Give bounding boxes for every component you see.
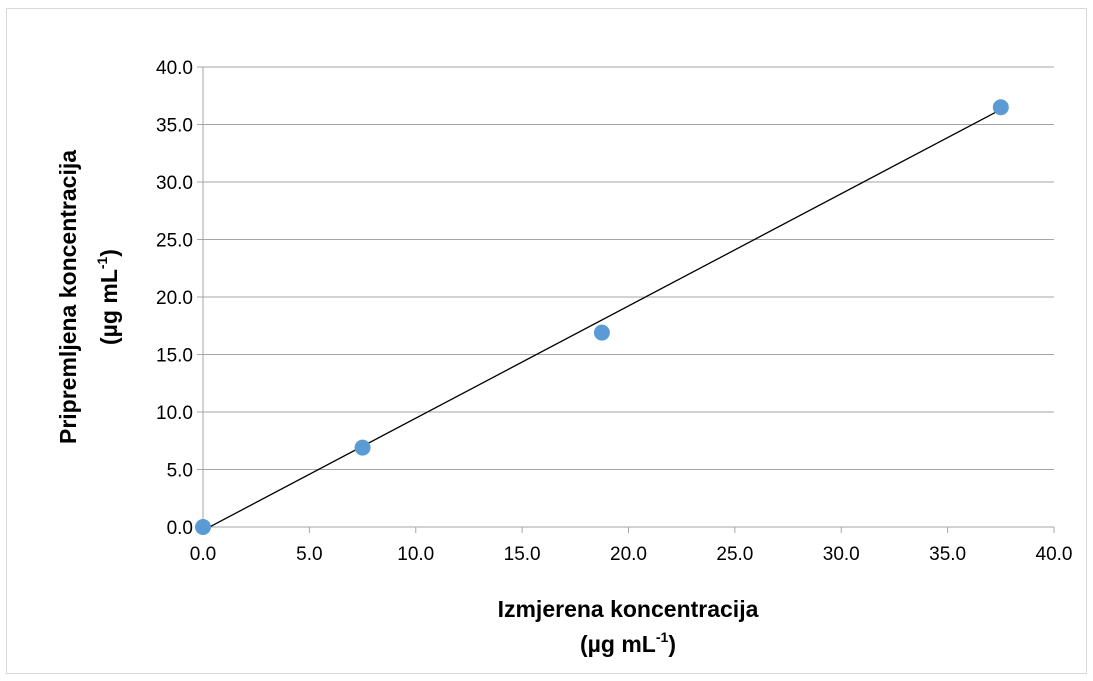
data-point bbox=[593, 324, 610, 341]
y-tick-label: 40.0 bbox=[156, 58, 193, 79]
y-axis-title-unit: (µg mL bbox=[96, 269, 122, 345]
data-point bbox=[195, 519, 211, 535]
x-tick-label: 30.0 bbox=[823, 544, 860, 565]
x-tick-label: 15.0 bbox=[504, 544, 541, 565]
x-axis-title-close: ) bbox=[668, 631, 676, 657]
data-point bbox=[354, 439, 371, 456]
y-axis-title-line2: (µg mL-1) bbox=[94, 249, 122, 345]
x-axis-title-exponent: -1 bbox=[656, 629, 669, 645]
x-tick-label: 20.0 bbox=[610, 544, 647, 565]
y-tick-label: 0.0 bbox=[167, 518, 193, 539]
y-tick-label: 20.0 bbox=[156, 288, 193, 309]
y-tick-label: 30.0 bbox=[156, 173, 193, 194]
x-tick-labels: 0.0 5.0 10.0 15.0 20.0 25.0 30.0 35.0 40.0 bbox=[190, 544, 1073, 565]
x-tick-label: 35.0 bbox=[929, 544, 966, 565]
y-tick-label: 15.0 bbox=[156, 346, 193, 367]
y-tick-label: 10.0 bbox=[156, 403, 193, 424]
x-tick-label: 25.0 bbox=[716, 544, 753, 565]
x-tick-label: 0.0 bbox=[190, 544, 216, 565]
axes bbox=[197, 66, 1055, 533]
x-tick-label: 5.0 bbox=[296, 544, 322, 565]
y-tick-label: 25.0 bbox=[156, 231, 193, 252]
y-tick-labels: 0.0 5.0 10.0 15.0 20.0 25.0 30.0 35.0 40.0 bbox=[156, 58, 193, 539]
y-axis-title: Pripremljena koncentracija (µg mL-1) bbox=[55, 150, 122, 444]
trendline-group bbox=[202, 108, 1002, 532]
data-point bbox=[992, 99, 1009, 116]
y-axis-title-exponent: -1 bbox=[94, 256, 110, 269]
data-points bbox=[195, 99, 1009, 535]
gridlines bbox=[203, 66, 1054, 470]
x-tick-label: 10.0 bbox=[397, 544, 434, 565]
trendline bbox=[202, 108, 1002, 532]
chart-frame bbox=[6, 8, 1087, 674]
x-tick-label: 40.0 bbox=[1036, 544, 1073, 565]
x-axis-title-line1: Izmjerena koncentracija bbox=[498, 596, 759, 622]
y-tick-label: 35.0 bbox=[156, 116, 193, 137]
y-axis-title-line1: Pripremljena koncentracija bbox=[55, 150, 81, 444]
y-axis-title-close: ) bbox=[96, 249, 122, 257]
x-axis-title-unit: (µg mL bbox=[580, 631, 656, 657]
x-axis-title-line2: (µg mL-1) bbox=[580, 629, 676, 657]
y-tick-label: 5.0 bbox=[167, 461, 193, 482]
